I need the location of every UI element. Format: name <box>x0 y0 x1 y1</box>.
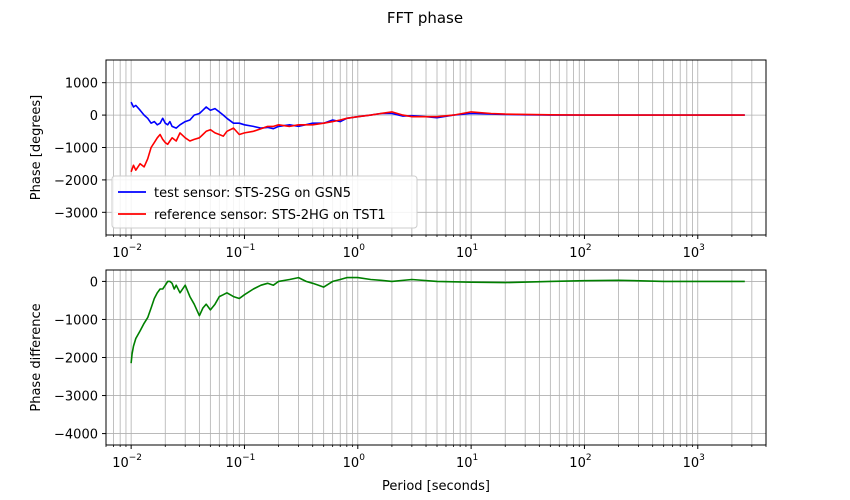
x-axis-label: Period [seconds] <box>382 479 490 494</box>
x-tick-label: 100 <box>343 243 366 261</box>
y-axis-label: Phase difference <box>29 303 44 411</box>
x-tick-label: 103 <box>683 453 705 471</box>
y-tick-label: −1000 <box>54 313 98 328</box>
y-tick-label: −4000 <box>54 428 98 443</box>
y-axis-label: Phase [degrees] <box>29 95 44 200</box>
x-tick-label: 100 <box>343 453 366 471</box>
x-tick-label: 10−2 <box>112 243 142 261</box>
y-tick-label: −3000 <box>54 206 98 221</box>
x-tick-label: 103 <box>683 243 705 261</box>
x-tick-label: 102 <box>569 243 591 261</box>
y-tick-label: −1000 <box>54 142 98 157</box>
y-tick-label: 0 <box>90 275 98 290</box>
x-tick-label: 10−1 <box>226 243 256 261</box>
phase-difference-panel: 10−2 10−1 100 101 102 103 0 −1000 −2000 −3000 −400… <box>29 269 767 494</box>
x-tick-label: 101 <box>456 453 478 471</box>
x-tick-label: 10−1 <box>226 453 256 471</box>
legend-entry: test sensor: STS-2SG on GSN5 <box>154 186 351 201</box>
legend-entry: reference sensor: STS-2HG on TST1 <box>154 208 386 223</box>
series-line-2 <box>130 111 745 173</box>
y-tick-label: −2000 <box>54 174 98 189</box>
y-tick-label: 0 <box>90 109 98 124</box>
y-tick-label: −3000 <box>54 390 98 405</box>
series-line-1 <box>130 276 745 364</box>
x-tick-label: 10−2 <box>112 453 142 471</box>
x-tick-label: 102 <box>569 453 591 471</box>
y-tick-label: −2000 <box>54 352 98 367</box>
legend-box <box>111 175 418 229</box>
legend: test sensor: STS-2SG on GSN5 reference se… <box>111 175 418 229</box>
phase-panel: 10−2 10−1 100 101 102 103 1000 0 −1000 −2000 −3000… <box>29 59 767 261</box>
figure-title: FFT phase <box>387 9 463 27</box>
x-tick-label: 101 <box>456 243 478 261</box>
y-tick-label: 1000 <box>65 77 98 92</box>
grid <box>105 270 767 445</box>
